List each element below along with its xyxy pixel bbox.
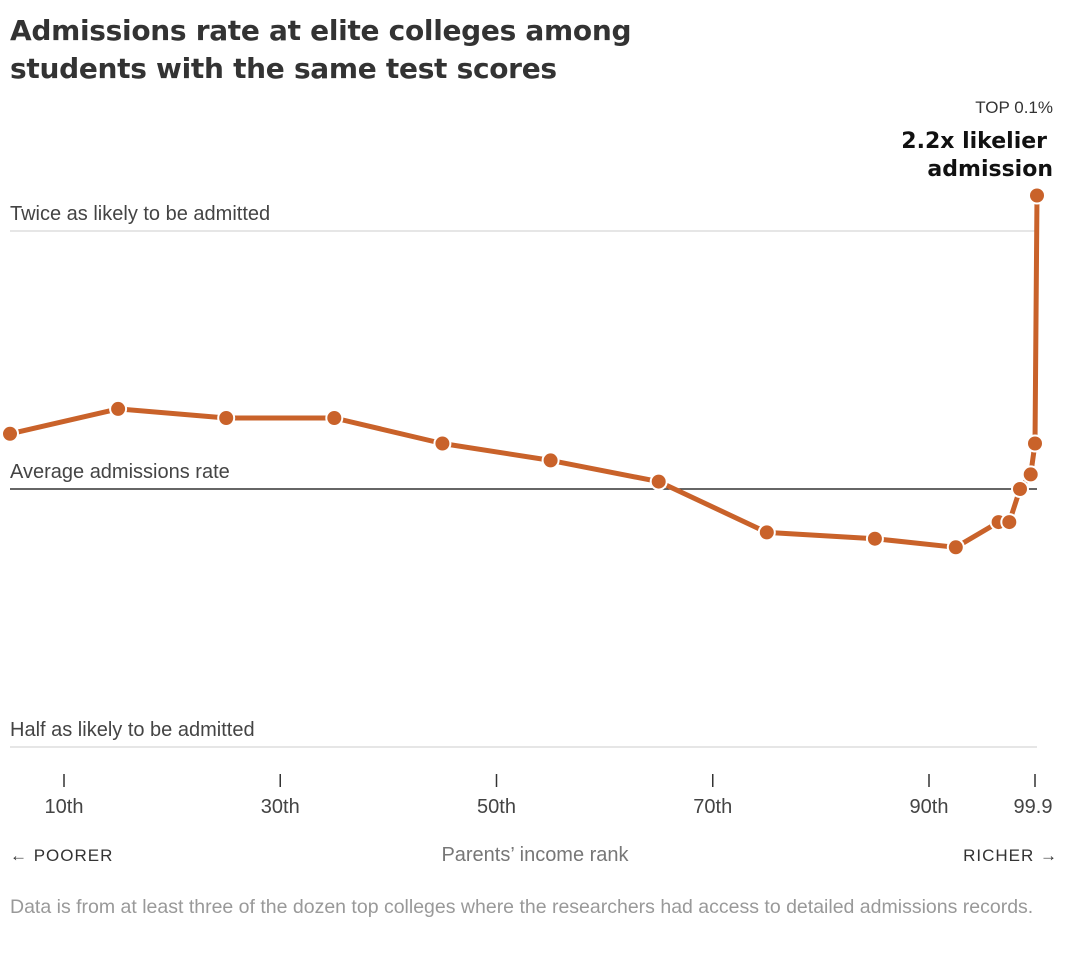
poorer-label: ← POORER — [10, 846, 113, 865]
x-tick-label: 70th — [693, 796, 732, 818]
average-reference-label: Average admissions rate — [10, 461, 230, 483]
footnote: Data is from at least three of the dozen… — [10, 896, 1034, 918]
chart-title: Admissions rate at elite colleges among … — [10, 14, 632, 85]
x-axis-ticks: 10th 30th 50th 70th 90th 99.9 — [45, 774, 1053, 818]
data-point — [433, 434, 452, 453]
data-point — [649, 472, 668, 491]
series-line — [7, 193, 1040, 550]
x-tick-label: 30th — [261, 796, 300, 818]
twice-reference-label: Twice as likely to be admitted — [10, 203, 270, 225]
data-point — [1, 424, 19, 443]
annotation-headline-line1: 2.2x likelier — [901, 129, 1047, 154]
data-point — [1026, 434, 1044, 453]
data-point — [325, 409, 344, 427]
data-point — [1021, 465, 1040, 484]
data-point — [541, 451, 560, 470]
data-point — [1028, 186, 1046, 205]
data-point — [757, 523, 776, 542]
richer-label: RICHER → — [963, 846, 1058, 865]
data-point — [946, 538, 965, 557]
half-reference-label: Half as likely to be admitted — [10, 719, 255, 741]
series-points — [1, 186, 1046, 557]
data-point — [1000, 513, 1019, 532]
x-tick-label: 50th — [477, 796, 516, 818]
data-point — [217, 409, 236, 427]
x-axis-label: Parents’ income rank — [441, 844, 629, 866]
x-tick-label: 10th — [45, 796, 84, 818]
data-point — [1011, 480, 1029, 498]
x-tick-label: 90th — [910, 796, 949, 818]
data-point — [865, 529, 884, 548]
annotation-headline-line2: admission — [927, 157, 1053, 182]
annotation-kicker: TOP 0.1% — [975, 98, 1053, 117]
line-chart: Twice as likely to be admitted Average a… — [1, 98, 1058, 866]
x-tick-label: 99.9 — [1014, 796, 1053, 818]
data-point — [109, 399, 128, 418]
